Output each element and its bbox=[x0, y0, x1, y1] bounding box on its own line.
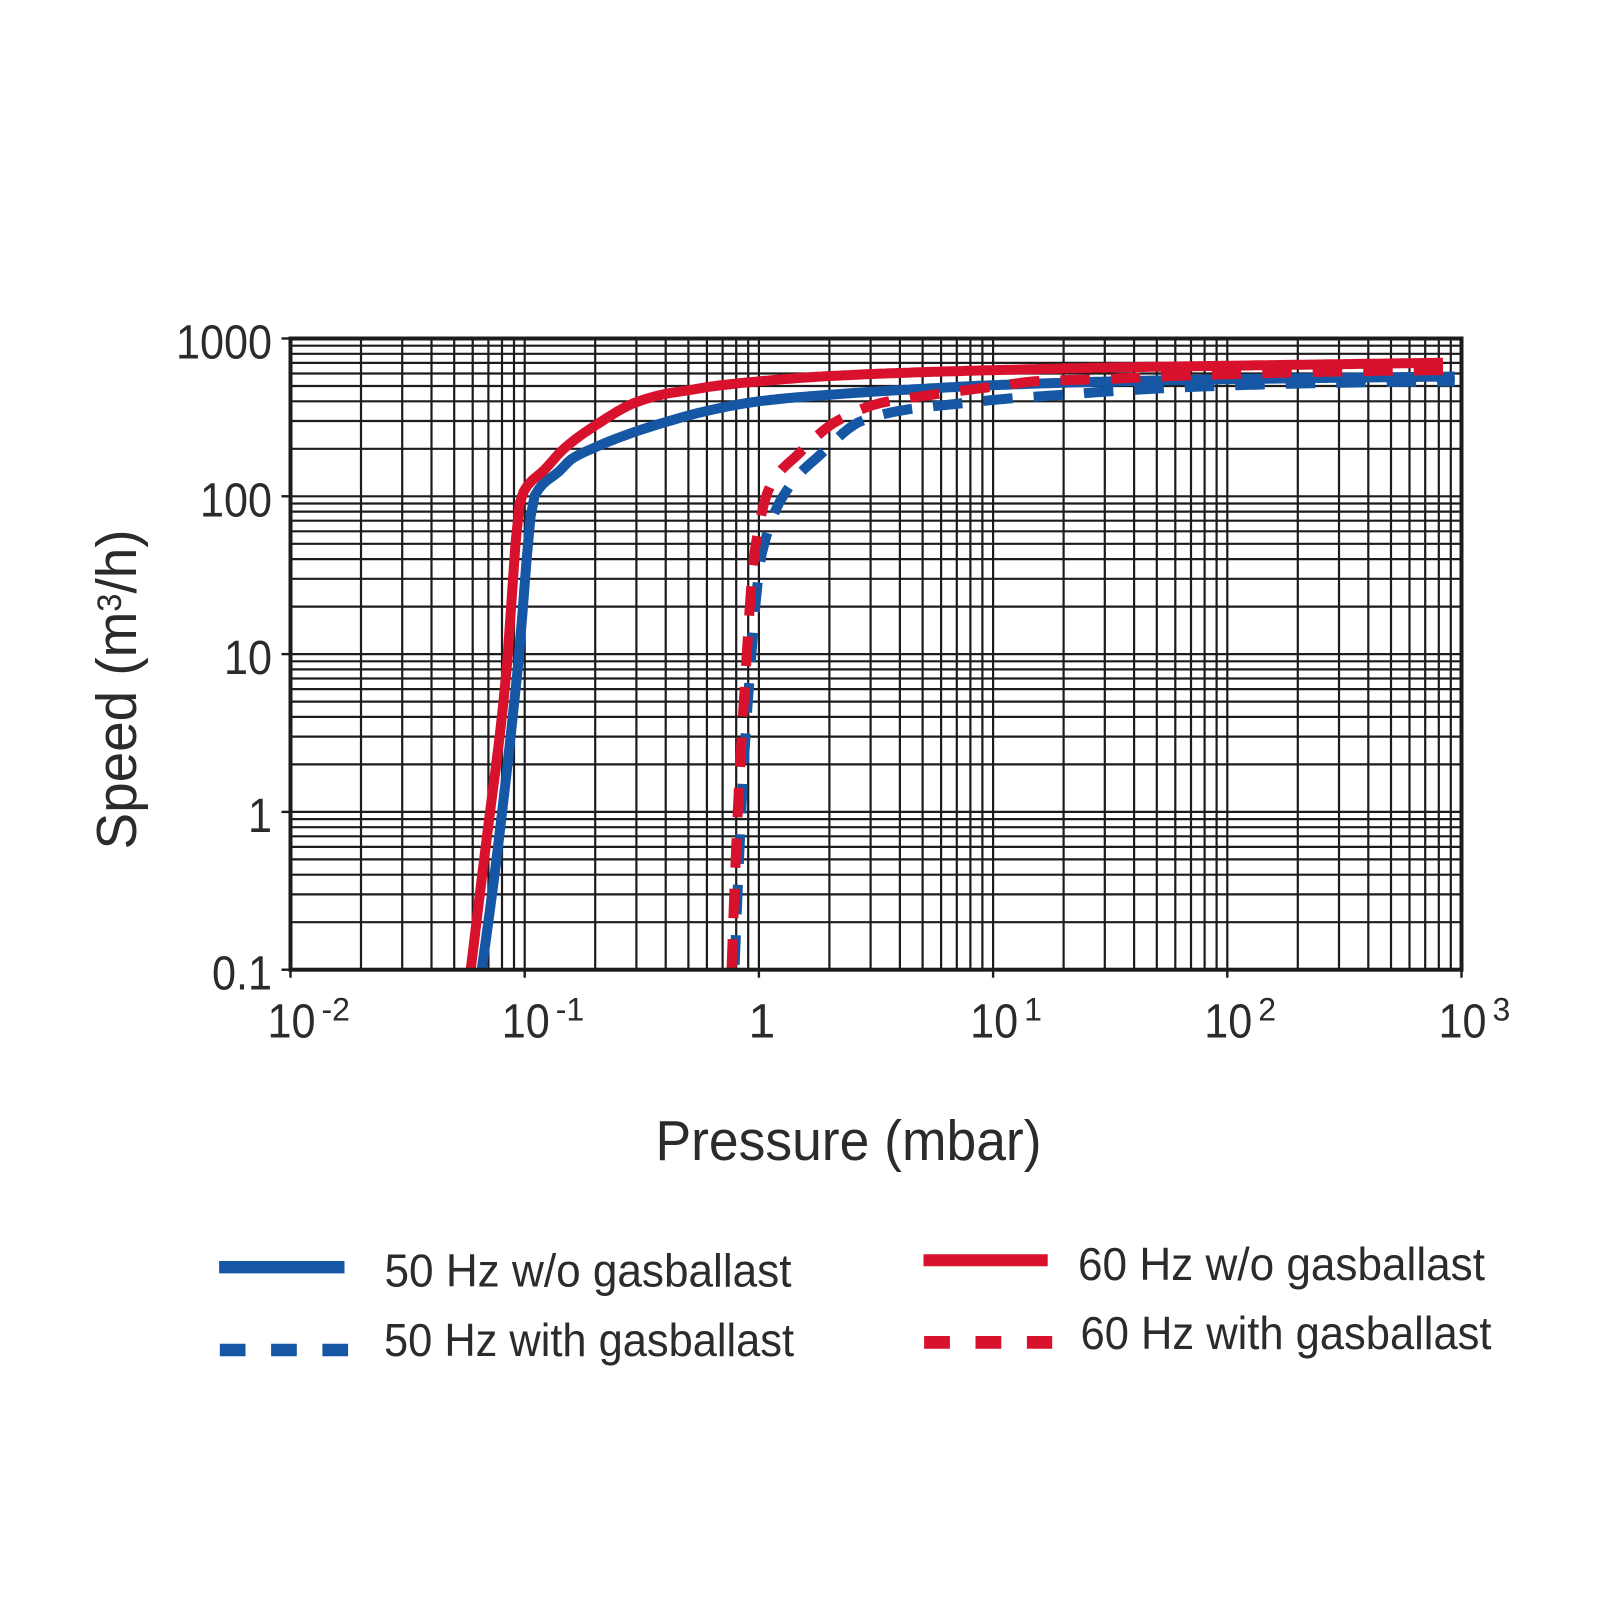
svg-text:-1: -1 bbox=[556, 992, 584, 1028]
svg-text:0.1: 0.1 bbox=[212, 948, 272, 1001]
svg-text:10: 10 bbox=[502, 996, 550, 1049]
svg-text:10: 10 bbox=[1204, 996, 1252, 1049]
svg-text:1: 1 bbox=[248, 790, 272, 843]
svg-text:100: 100 bbox=[200, 474, 272, 527]
svg-text:10: 10 bbox=[1439, 996, 1487, 1049]
svg-text:10: 10 bbox=[268, 996, 316, 1049]
svg-text:10: 10 bbox=[224, 632, 272, 685]
svg-text:60 Hz with gasballast: 60 Hz with gasballast bbox=[1081, 1307, 1492, 1359]
svg-text:1000: 1000 bbox=[176, 317, 272, 370]
svg-text:50 Hz with gasballast: 50 Hz with gasballast bbox=[384, 1314, 794, 1366]
svg-text:3: 3 bbox=[1493, 992, 1511, 1028]
svg-text:1: 1 bbox=[1024, 992, 1042, 1028]
svg-text:2: 2 bbox=[1258, 992, 1276, 1028]
svg-text:Speed (m3/h): Speed (m3/h) bbox=[85, 530, 149, 850]
svg-text:50 Hz w/o gasballast: 50 Hz w/o gasballast bbox=[385, 1244, 792, 1296]
svg-text:-2: -2 bbox=[322, 992, 350, 1028]
svg-text:1: 1 bbox=[749, 996, 776, 1049]
svg-text:10: 10 bbox=[970, 996, 1018, 1049]
svg-text:60 Hz w/o gasballast: 60 Hz w/o gasballast bbox=[1078, 1238, 1485, 1290]
svg-text:Pressure (mbar): Pressure (mbar) bbox=[656, 1109, 1042, 1173]
